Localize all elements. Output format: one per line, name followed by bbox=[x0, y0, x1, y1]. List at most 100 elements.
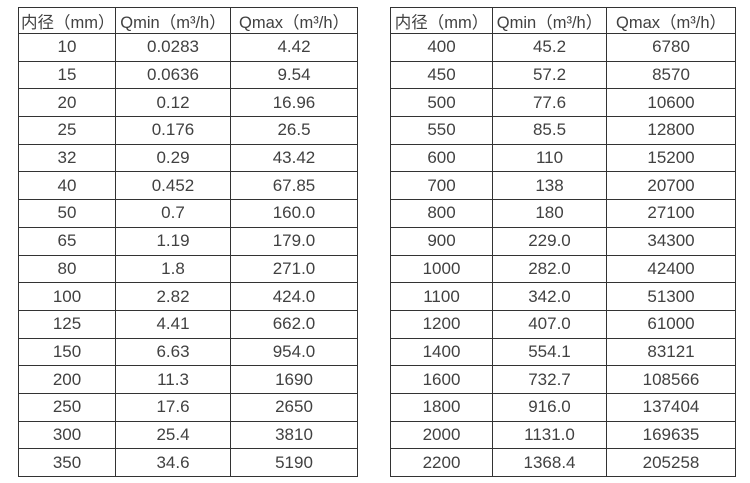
table-row: 900 229.0 34300 bbox=[390, 226, 736, 256]
table-cell: 12800 bbox=[606, 116, 736, 145]
table-cell: 0.7 bbox=[115, 199, 231, 228]
header-cell: Qmax（m³/h） bbox=[606, 7, 736, 34]
table-row: 1400 554.1 83121 bbox=[390, 337, 736, 367]
table-cell: 2650 bbox=[230, 392, 358, 422]
table-row: 1100 342.0 51300 bbox=[390, 282, 736, 311]
table-cell: 205258 bbox=[606, 448, 736, 477]
table-cell: 250 bbox=[18, 392, 116, 422]
table-cell: 0.176 bbox=[115, 116, 231, 145]
table-cell: 2200 bbox=[390, 448, 493, 477]
table-row: 500 77.6 10600 bbox=[390, 88, 736, 118]
table-row: 550 85.5 12800 bbox=[390, 116, 736, 145]
table-cell: 100 bbox=[18, 282, 116, 311]
header-cell: 内径（mm） bbox=[390, 7, 493, 34]
table-row: 300 25.4 3810 bbox=[18, 420, 358, 450]
table-cell: 1131.0 bbox=[492, 420, 607, 450]
table-row: 100 2.82 424.0 bbox=[18, 282, 358, 311]
table-cell: 40 bbox=[18, 171, 116, 201]
table-cell: 125 bbox=[18, 309, 116, 339]
table-cell: 65 bbox=[18, 226, 116, 256]
table-row: 25 0.176 26.5 bbox=[18, 116, 358, 145]
header-row: 内径（mm） Qmin（m³/h） Qmax（m³/h） bbox=[18, 7, 358, 34]
header-cell: Qmax（m³/h） bbox=[230, 7, 358, 34]
table-row: 700 138 20700 bbox=[390, 171, 736, 201]
table-cell: 20700 bbox=[606, 171, 736, 201]
flow-spec-table-large-diameters: 内径（mm） Qmin（m³/h） Qmax（m³/h） 400 45.2 6780 450… bbox=[390, 7, 736, 477]
table-cell: 1368.4 bbox=[492, 448, 607, 477]
table-cell: 732.7 bbox=[492, 365, 607, 394]
table-cell: 10600 bbox=[606, 88, 736, 118]
table-row: 250 17.6 2650 bbox=[18, 392, 358, 422]
table-cell: 1.8 bbox=[115, 254, 231, 284]
table-row: 800 180 27100 bbox=[390, 199, 736, 228]
table-cell: 2000 bbox=[390, 420, 493, 450]
table-cell: 0.0283 bbox=[115, 33, 231, 62]
table-cell: 50 bbox=[18, 199, 116, 228]
table-row: 400 45.2 6780 bbox=[390, 33, 736, 62]
table-cell: 20 bbox=[18, 88, 116, 118]
table-cell: 600 bbox=[390, 143, 493, 173]
table-cell: 500 bbox=[390, 88, 493, 118]
table-cell: 1200 bbox=[390, 309, 493, 339]
table-row: 1800 916.0 137404 bbox=[390, 392, 736, 422]
table-cell: 169635 bbox=[606, 420, 736, 450]
table-cell: 15 bbox=[18, 60, 116, 90]
table-cell: 138 bbox=[492, 171, 607, 201]
table-cell: 300 bbox=[18, 420, 116, 450]
table-cell: 1000 bbox=[390, 254, 493, 284]
table-cell: 160.0 bbox=[230, 199, 358, 228]
table-cell: 83121 bbox=[606, 337, 736, 367]
table-row: 65 1.19 179.0 bbox=[18, 226, 358, 256]
table-cell: 662.0 bbox=[230, 309, 358, 339]
table-cell: 1100 bbox=[390, 282, 493, 311]
table-row: 2200 1368.4 205258 bbox=[390, 448, 736, 477]
flow-spec-table-small-diameters: 内径（mm） Qmin（m³/h） Qmax（m³/h） 10 0.0283 4.42 15… bbox=[18, 7, 358, 477]
table-cell: 342.0 bbox=[492, 282, 607, 311]
table-cell: 3810 bbox=[230, 420, 358, 450]
table-row: 50 0.7 160.0 bbox=[18, 199, 358, 228]
table-cell: 77.6 bbox=[492, 88, 607, 118]
header-cell: Qmin（m³/h） bbox=[492, 7, 607, 34]
table-cell: 407.0 bbox=[492, 309, 607, 339]
table-cell: 424.0 bbox=[230, 282, 358, 311]
table-cell: 1400 bbox=[390, 337, 493, 367]
table-cell: 5190 bbox=[230, 448, 358, 477]
table-cell: 4.42 bbox=[230, 33, 358, 62]
table-cell: 916.0 bbox=[492, 392, 607, 422]
table-row: 350 34.6 5190 bbox=[18, 448, 358, 477]
table-row: 2000 1131.0 169635 bbox=[390, 420, 736, 450]
table-cell: 350 bbox=[18, 448, 116, 477]
table-cell: 1.19 bbox=[115, 226, 231, 256]
table-cell: 900 bbox=[390, 226, 493, 256]
table-row: 1600 732.7 108566 bbox=[390, 365, 736, 394]
table-row: 125 4.41 662.0 bbox=[18, 309, 358, 339]
table-cell: 271.0 bbox=[230, 254, 358, 284]
header-cell: Qmin（m³/h） bbox=[115, 7, 231, 34]
table-cell: 11.3 bbox=[115, 365, 231, 394]
table-cell: 17.6 bbox=[115, 392, 231, 422]
table-cell: 32 bbox=[18, 143, 116, 173]
table-cell: 26.5 bbox=[230, 116, 358, 145]
table-cell: 8570 bbox=[606, 60, 736, 90]
header-row: 内径（mm） Qmin（m³/h） Qmax（m³/h） bbox=[390, 7, 736, 34]
table-row: 40 0.452 67.85 bbox=[18, 171, 358, 201]
table-cell: 150 bbox=[18, 337, 116, 367]
table-cell: 110 bbox=[492, 143, 607, 173]
table-cell: 0.0636 bbox=[115, 60, 231, 90]
table-cell: 282.0 bbox=[492, 254, 607, 284]
table-row: 20 0.12 16.96 bbox=[18, 88, 358, 118]
table-row: 10 0.0283 4.42 bbox=[18, 33, 358, 62]
table-cell: 15200 bbox=[606, 143, 736, 173]
table-row: 450 57.2 8570 bbox=[390, 60, 736, 90]
table-cell: 200 bbox=[18, 365, 116, 394]
table-cell: 25.4 bbox=[115, 420, 231, 450]
table-cell: 51300 bbox=[606, 282, 736, 311]
table-cell: 700 bbox=[390, 171, 493, 201]
table-cell: 800 bbox=[390, 199, 493, 228]
table-row: 15 0.0636 9.54 bbox=[18, 60, 358, 90]
table-cell: 42400 bbox=[606, 254, 736, 284]
table-cell: 9.54 bbox=[230, 60, 358, 90]
table-row: 1000 282.0 42400 bbox=[390, 254, 736, 284]
table-cell: 108566 bbox=[606, 365, 736, 394]
